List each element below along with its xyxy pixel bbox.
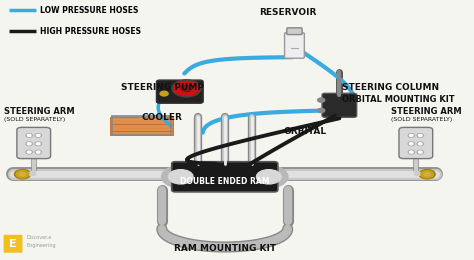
FancyBboxPatch shape: [156, 80, 203, 103]
Bar: [112, 116, 171, 135]
Text: STEERING PUMP: STEERING PUMP: [121, 83, 204, 92]
Circle shape: [27, 143, 31, 145]
Circle shape: [410, 151, 413, 153]
Circle shape: [26, 134, 32, 137]
Circle shape: [424, 172, 430, 176]
Circle shape: [417, 150, 423, 154]
Circle shape: [421, 171, 433, 178]
Circle shape: [419, 134, 422, 137]
Text: COOLER: COOLER: [142, 113, 182, 122]
Circle shape: [27, 151, 31, 153]
Text: E: E: [9, 239, 17, 249]
Circle shape: [250, 166, 288, 188]
Text: STEERING COLUMN: STEERING COLUMN: [342, 83, 439, 92]
FancyBboxPatch shape: [399, 127, 433, 159]
FancyBboxPatch shape: [17, 127, 51, 159]
Text: RAM MOUNTING KIT: RAM MOUNTING KIT: [173, 244, 276, 254]
Circle shape: [419, 170, 435, 179]
Circle shape: [408, 134, 414, 137]
Text: LOW PRESSURE HOSES: LOW PRESSURE HOSES: [40, 6, 139, 15]
Circle shape: [19, 172, 26, 176]
FancyBboxPatch shape: [4, 235, 22, 253]
Bar: [112, 116, 171, 135]
Circle shape: [408, 150, 414, 154]
Circle shape: [14, 170, 30, 179]
Text: HIGH PRESSURE HOSES: HIGH PRESSURE HOSES: [40, 27, 141, 36]
Circle shape: [419, 151, 422, 153]
Circle shape: [417, 142, 423, 146]
Circle shape: [36, 143, 40, 145]
FancyBboxPatch shape: [172, 162, 278, 192]
FancyBboxPatch shape: [284, 33, 304, 58]
Circle shape: [35, 134, 41, 137]
Circle shape: [16, 171, 29, 178]
FancyBboxPatch shape: [322, 93, 357, 117]
Text: STEERING ARM: STEERING ARM: [391, 107, 462, 116]
Text: DOUBLE ENDED RAM: DOUBLE ENDED RAM: [180, 177, 270, 186]
Circle shape: [318, 108, 325, 113]
Text: ORBITAL: ORBITAL: [283, 127, 326, 136]
Circle shape: [419, 143, 422, 145]
Circle shape: [160, 91, 168, 96]
Circle shape: [26, 150, 32, 154]
Circle shape: [410, 143, 413, 145]
Circle shape: [256, 170, 281, 184]
Text: RESERVOIR: RESERVOIR: [259, 8, 316, 17]
Text: STEERING ARM: STEERING ARM: [4, 107, 75, 116]
Circle shape: [172, 80, 201, 97]
Circle shape: [417, 134, 423, 137]
Circle shape: [318, 98, 325, 102]
Circle shape: [36, 151, 40, 153]
Text: (SOLD SEPARATELY): (SOLD SEPARATELY): [391, 117, 452, 122]
Text: Discover.a: Discover.a: [26, 235, 51, 241]
FancyBboxPatch shape: [287, 28, 302, 35]
Circle shape: [162, 166, 200, 188]
Text: (SOLD SEPARATELY): (SOLD SEPARATELY): [4, 117, 66, 122]
Circle shape: [26, 142, 32, 146]
Circle shape: [168, 170, 193, 184]
Circle shape: [35, 150, 41, 154]
Text: Engineering: Engineering: [26, 243, 56, 248]
Circle shape: [35, 142, 41, 146]
Text: ORBITAL MOUNTING KIT: ORBITAL MOUNTING KIT: [342, 95, 454, 104]
Circle shape: [181, 85, 192, 92]
Circle shape: [410, 134, 413, 137]
Circle shape: [27, 134, 31, 137]
Circle shape: [408, 142, 414, 146]
Circle shape: [36, 134, 40, 137]
